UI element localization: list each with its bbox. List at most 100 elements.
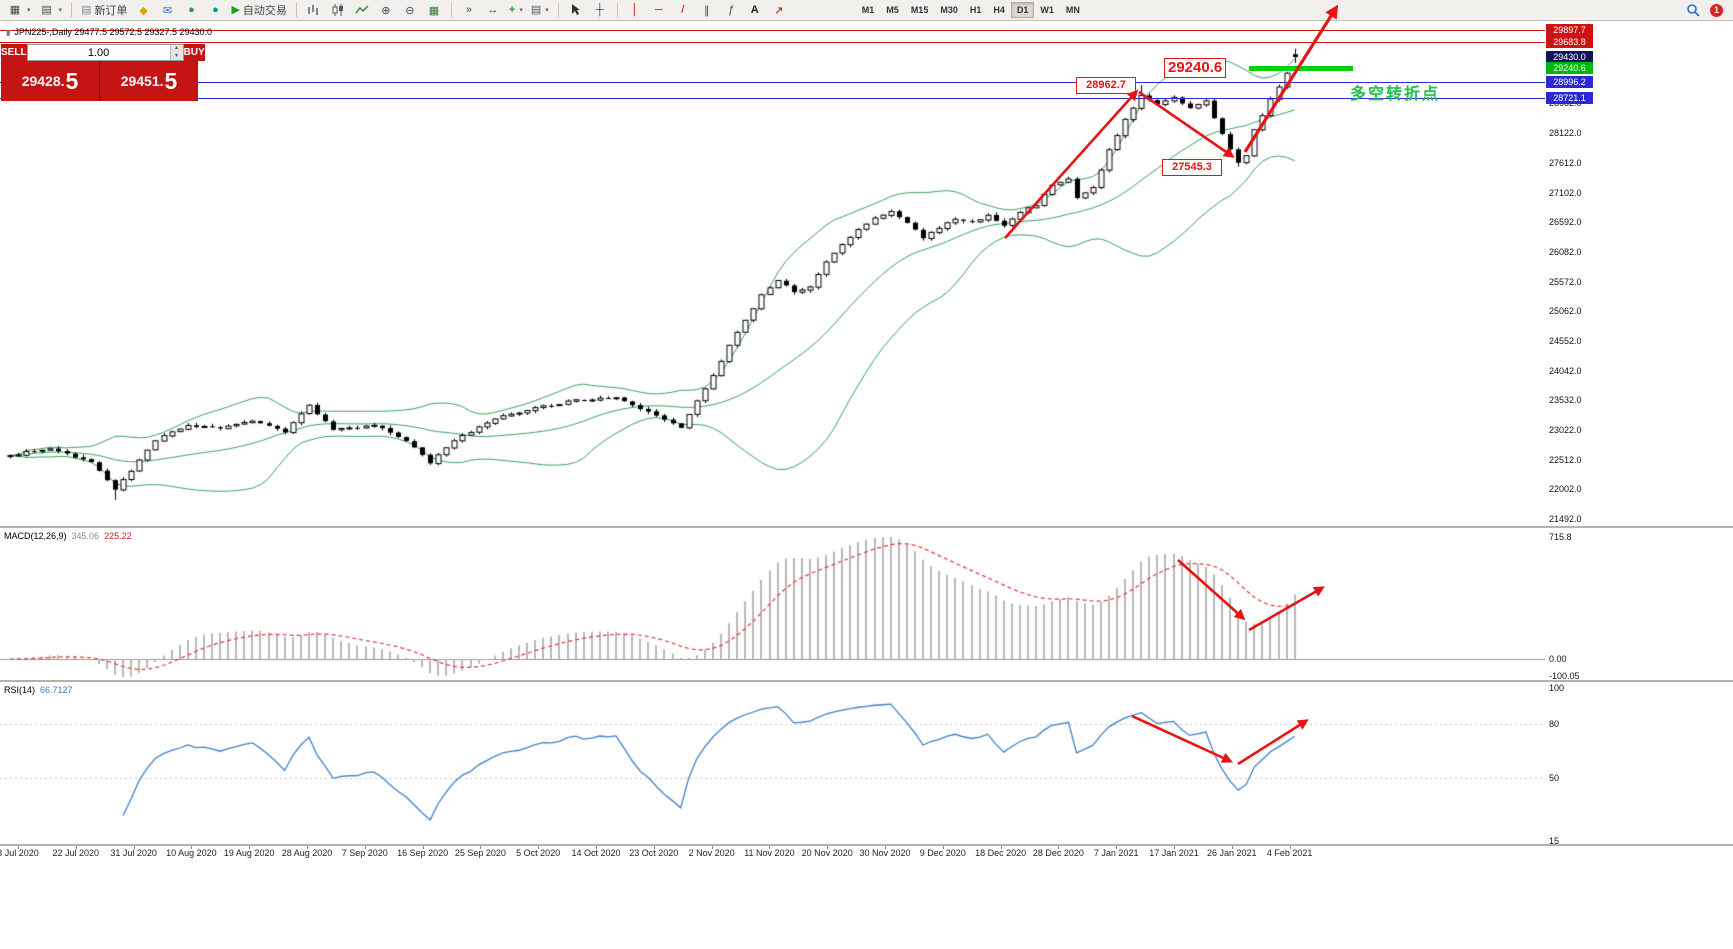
lot-input[interactable]: [27, 45, 170, 60]
new-order-icon: ▤: [81, 3, 92, 16]
macd-name: MACD(12,26,9): [4, 531, 67, 541]
community-icon[interactable]: ●: [188, 4, 195, 16]
rsi-axis-label: 15: [1549, 836, 1560, 846]
date-tick: [885, 845, 886, 849]
rsi-axis-label: 80: [1549, 719, 1560, 729]
alerts-icon[interactable]: ◆: [139, 4, 148, 17]
auto-scroll-icon[interactable]: »: [465, 4, 472, 16]
blue-horizontal-line[interactable]: [0, 82, 1545, 83]
rsi-label: RSI(14) 66.7127: [4, 685, 73, 695]
crosshair-icon[interactable]: ┼: [595, 4, 604, 16]
swing-high-price-label[interactable]: 28962.7: [1076, 77, 1136, 94]
autotrading-play-icon: ▶: [231, 3, 240, 16]
rsi-axis-label: 100: [1549, 683, 1565, 693]
timeframe-button-m1[interactable]: M1: [861, 5, 875, 15]
rsi-panel-canvas[interactable]: [0, 682, 1546, 845]
market-icon[interactable]: ●: [212, 4, 219, 16]
bar-chart-icon[interactable]: [303, 3, 325, 18]
macd-panel-canvas[interactable]: [0, 528, 1546, 682]
date-tick: [480, 845, 481, 849]
zoom-in-icon[interactable]: ⊕: [381, 4, 391, 17]
price-axis-label: 24042.0: [1549, 365, 1582, 376]
chevron-down-icon: ▾: [519, 7, 523, 14]
date-axis-label: 22 Jul 2020: [52, 848, 100, 858]
date-axis-separator[interactable]: [0, 844, 1733, 846]
lot-increase-button[interactable]: ▴: [170, 45, 183, 53]
green-resistance-segment[interactable]: [1249, 66, 1353, 72]
chevron-down-icon: ▾: [545, 7, 549, 14]
notification-badge[interactable]: 1: [1710, 3, 1723, 17]
fibonacci-icon[interactable]: ƒ: [727, 4, 734, 16]
indicators-button[interactable]: + ▾: [506, 2, 526, 19]
timeframe-button-m15[interactable]: M15: [910, 5, 929, 15]
date-axis-label: 25 Sep 2020: [454, 848, 506, 858]
date-tick: [18, 845, 19, 849]
profiles-button[interactable]: ▤ ▾: [36, 2, 66, 19]
text-tool-icon[interactable]: A: [750, 4, 759, 16]
date-tick: [134, 845, 135, 849]
rsi-panel-separator[interactable]: [0, 680, 1733, 682]
date-tick: [76, 845, 77, 849]
horizontal-line-icon[interactable]: ─: [654, 4, 663, 16]
mail-icon[interactable]: ✉: [162, 4, 173, 17]
date-axis-label: 16 Sep 2020: [397, 848, 449, 858]
timeframe-button-mn[interactable]: MN: [1065, 5, 1080, 15]
date-axis-label: 17 Jan 2021: [1149, 848, 1199, 858]
search-glyph: [1687, 4, 1700, 17]
price-axis[interactable]: [1545, 21, 1733, 845]
toolbar-separator: [71, 3, 73, 17]
candlestick-chart-icon[interactable]: [327, 3, 349, 18]
date-tick: [538, 845, 539, 849]
trendline-icon[interactable]: /: [681, 4, 685, 16]
macd-panel-separator[interactable]: [0, 526, 1733, 528]
rsi-axis-label: 50: [1549, 773, 1560, 783]
new-chart-button[interactable]: ▦ ▾: [4, 2, 34, 19]
timeframe-button-d1[interactable]: D1: [1010, 2, 1035, 18]
chart-symbol-icon: ▮: [6, 27, 11, 37]
date-axis-label: 7 Jan 2021: [1093, 848, 1139, 858]
zoom-out-icon[interactable]: ⊖: [405, 4, 415, 17]
red-horizontal-line[interactable]: [0, 30, 1545, 31]
date-tick: [249, 845, 250, 849]
date-axis-label: 30 Nov 2020: [859, 848, 911, 858]
timeframe-button-m5[interactable]: M5: [886, 5, 899, 15]
target-price-label[interactable]: 29240.6: [1164, 58, 1227, 78]
line-chart-glyph: [355, 5, 369, 14]
timeframe-button-w1[interactable]: W1: [1040, 5, 1054, 15]
sell-button[interactable]: SELL: [1, 44, 27, 61]
timeframe-button-h4[interactable]: H4: [993, 5, 1005, 15]
new-order-button[interactable]: ▤ 新订单: [78, 2, 130, 19]
timeframe-button-m30[interactable]: M30: [940, 5, 958, 15]
lot-decrease-button[interactable]: ▾: [170, 52, 183, 60]
date-axis-label: 23 Oct 2020: [629, 848, 679, 858]
sell-price-big-digit: 5: [65, 67, 79, 94]
channel-icon[interactable]: ∥: [704, 4, 710, 17]
macd-axis-label: 0.00: [1549, 654, 1567, 664]
red-horizontal-line[interactable]: [0, 42, 1545, 43]
new-order-label: 新订单: [94, 5, 128, 17]
templates-button[interactable]: ▤ ▾: [528, 2, 552, 19]
timeframe-button-h1[interactable]: H1: [969, 5, 982, 15]
arrow-tool-icon[interactable]: ↗: [774, 4, 784, 17]
tile-windows-icon[interactable]: ▦: [428, 4, 440, 17]
cursor-tool-icon[interactable]: [565, 3, 587, 18]
autotrading-button[interactable]: ▶ 自动交易: [228, 2, 289, 19]
vertical-line-icon[interactable]: │: [631, 4, 639, 16]
price-tag: 29430.0: [1546, 51, 1593, 63]
swing-low-price-label[interactable]: 27545.3: [1162, 159, 1222, 176]
blue-horizontal-line[interactable]: [0, 98, 1545, 99]
buy-button[interactable]: BUY: [183, 44, 205, 61]
buy-price-button[interactable]: 29451. 5: [100, 61, 198, 101]
search-icon[interactable]: [1682, 3, 1704, 18]
macd-main-value: 345.06: [71, 531, 100, 541]
candlestick-glyph: [332, 4, 344, 16]
date-tick: [596, 845, 597, 849]
sell-price-button[interactable]: 29428. 5: [1, 61, 99, 101]
date-tick: [1116, 845, 1117, 849]
price-axis-label: 27102.0: [1549, 187, 1582, 198]
line-chart-icon[interactable]: [351, 3, 373, 18]
sell-price: 29428.: [21, 73, 65, 89]
chart-shift-icon[interactable]: ↔: [487, 4, 499, 16]
turning-point-text[interactable]: 多空转折点: [1350, 86, 1441, 103]
timeframe-toolbar: M1 M5 M15 M30 H1 H4 D1 W1 MN: [856, 2, 1086, 18]
